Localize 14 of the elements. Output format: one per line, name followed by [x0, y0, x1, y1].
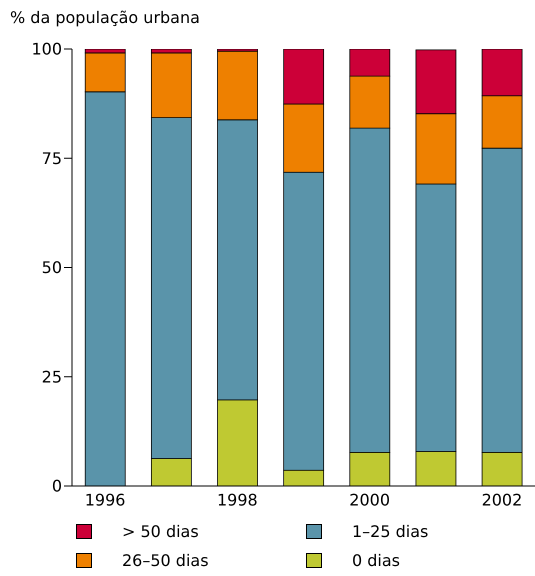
legend-label: 0 dias	[352, 551, 400, 570]
x-tick-label: 2002	[482, 490, 522, 510]
legend-label: 26–50 dias	[122, 551, 209, 570]
x-tick-label: 1996	[84, 490, 126, 510]
legend-label: > 50 dias	[122, 522, 199, 541]
y-tick-label: 0	[52, 476, 62, 496]
y-axis-title: % da população urbana	[10, 8, 201, 29]
x-tick-label: 1998	[217, 490, 258, 510]
y-tick-label: 75	[42, 148, 62, 168]
y-tick-label: 25	[42, 367, 62, 386]
y-tick-label: 50	[42, 258, 62, 278]
legend-label: 1–25 dias	[352, 522, 428, 541]
y-tick-label: 100	[31, 40, 62, 59]
x-tick-label: 2000	[349, 490, 390, 510]
